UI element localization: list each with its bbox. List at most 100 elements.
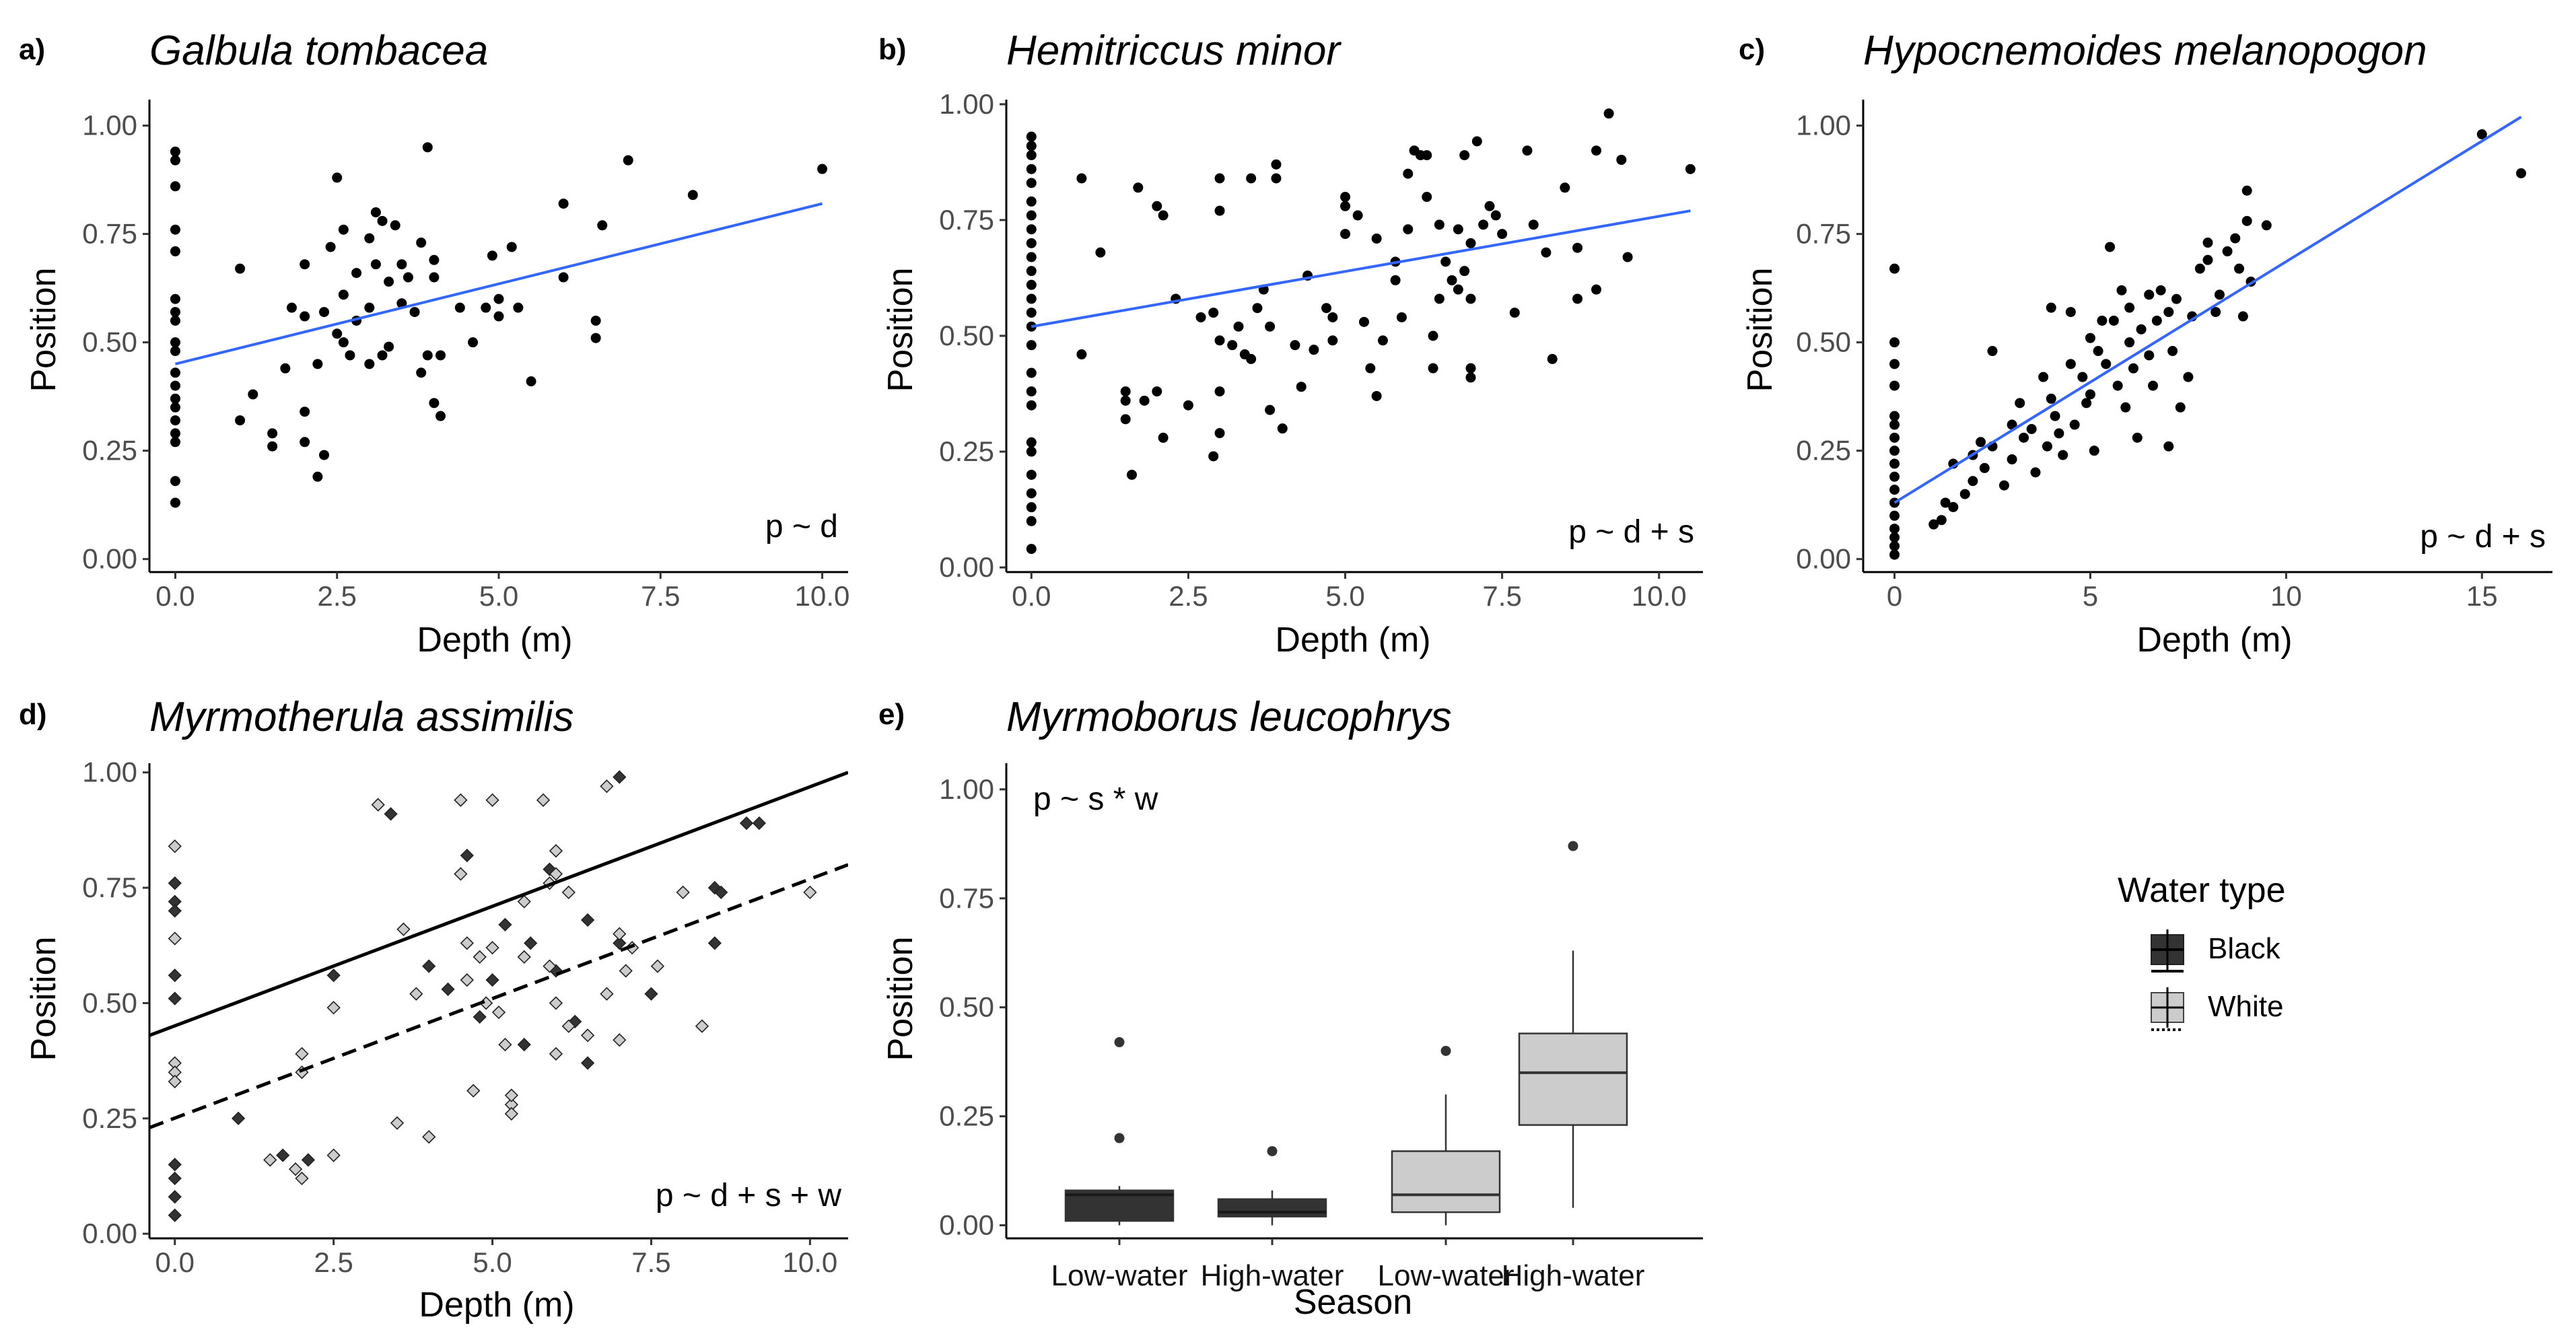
data-point	[1465, 238, 1476, 248]
data-point-black	[168, 1208, 182, 1222]
data-point	[1541, 247, 1552, 258]
panel-c-title: Hypocnemoides melanopogon	[1863, 28, 2427, 74]
panel-a-plot: 0.00 0.25 0.50 0.75 1.00 0.0 2.5 5.0 7.5 10.0	[82, 100, 849, 612]
data-point-white	[460, 973, 474, 987]
data-point	[1214, 205, 1225, 216]
data-point	[300, 437, 310, 448]
data-point	[2046, 302, 2056, 313]
data-point	[1403, 224, 1414, 235]
y-tick-label: 0.75	[939, 204, 994, 236]
data-point-white	[498, 1037, 512, 1052]
data-point	[1246, 173, 1257, 184]
data-point	[1998, 480, 2009, 491]
box-white-high-water	[1518, 841, 1628, 1208]
data-point	[2148, 380, 2159, 391]
data-point	[2116, 285, 2127, 295]
legend: Water type Black White	[2118, 871, 2286, 1031]
data-point	[1422, 150, 1432, 161]
data-point-black	[231, 1111, 246, 1125]
data-point	[1889, 524, 1900, 534]
data-point	[170, 181, 180, 192]
data-point-white	[326, 1001, 341, 1015]
y-tick-label: 0.25	[1796, 435, 1851, 466]
box-outlier	[1568, 841, 1578, 851]
data-point	[286, 302, 297, 313]
data-point	[1158, 432, 1169, 443]
data-point	[1572, 242, 1583, 253]
panel-d-title: Myrmotherula assimilis	[149, 694, 573, 740]
panel-e-title: Myrmoborus leucophrys	[1006, 694, 1452, 740]
data-point	[1889, 510, 1900, 521]
data-point	[280, 363, 291, 374]
data-point	[1889, 411, 1900, 421]
data-point	[1358, 316, 1369, 327]
data-point	[2163, 441, 2174, 452]
data-point	[1265, 404, 1276, 415]
y-tick-label: 0.25	[939, 1100, 994, 1132]
x-tick-label: 2.5	[314, 1246, 353, 1278]
data-point	[2136, 324, 2147, 334]
data-point	[1026, 446, 1037, 457]
data-point	[2077, 372, 2088, 382]
data-point-white	[517, 950, 531, 964]
box-outlier	[1267, 1145, 1278, 1156]
y-tick-label: 0.00	[1796, 543, 1851, 575]
data-point-black	[422, 959, 436, 973]
data-point	[2234, 263, 2245, 274]
y-tick-label: 0.00	[82, 543, 137, 575]
data-point	[364, 302, 375, 313]
data-point	[1120, 395, 1131, 406]
data-point	[1685, 164, 1696, 174]
data-point	[170, 402, 180, 413]
data-point	[1026, 488, 1037, 499]
data-point-white	[549, 867, 563, 881]
box-body	[1391, 1150, 1501, 1213]
y-tick-label: 0.75	[939, 882, 994, 914]
data-point-white	[168, 839, 182, 853]
data-point	[1459, 266, 1470, 277]
data-point	[1265, 321, 1276, 332]
data-point	[332, 328, 343, 339]
data-point	[429, 398, 440, 409]
data-point	[377, 350, 388, 361]
x-tick-label: 5	[2083, 580, 2098, 612]
data-point	[1591, 284, 1601, 295]
x-tick-label: 0.0	[1012, 580, 1051, 612]
data-point	[1246, 353, 1257, 364]
data-point-white	[543, 959, 557, 973]
panel-a-ylabel: Position	[24, 268, 63, 392]
data-point	[1422, 192, 1432, 203]
data-point-white	[371, 798, 385, 812]
data-point-white	[580, 1028, 595, 1043]
data-point	[506, 242, 517, 252]
x-tick-label: 7.5	[641, 580, 680, 612]
data-point-white	[549, 996, 563, 1010]
fit-line-fit	[1893, 116, 2522, 504]
data-point	[1120, 386, 1131, 397]
data-point	[1396, 312, 1407, 322]
data-point	[170, 315, 180, 326]
data-point-black	[714, 885, 728, 900]
data-point	[1889, 380, 1900, 391]
data-point	[1889, 337, 1900, 348]
panel-d-formula: p ~ d + s + w	[656, 1178, 842, 1213]
data-point-black	[613, 936, 627, 950]
panel-b: b) Hemitriccus minor p ~ d + s Depth (m)…	[878, 28, 1694, 660]
data-point	[2163, 307, 2174, 318]
data-point	[422, 350, 433, 361]
data-point	[1214, 335, 1225, 346]
data-point	[2230, 233, 2241, 244]
data-point	[1026, 308, 1037, 318]
data-point-white	[561, 885, 576, 900]
data-point-white	[168, 931, 182, 946]
panel-e-ylabel: Position	[881, 937, 920, 1061]
data-point	[1095, 247, 1106, 258]
data-point	[1321, 303, 1332, 314]
panel-d-plot: 0.00 0.25 0.50 0.75 1.00 0.0 2.5 5.0 7.5 10.0	[82, 756, 848, 1278]
data-point-black	[517, 1037, 531, 1052]
data-point	[267, 428, 278, 439]
data-point	[1026, 400, 1037, 411]
data-point	[170, 293, 180, 304]
data-point-white	[263, 1153, 277, 1167]
panel-c: c) Hypocnemoides melanopogon p ~ d + s D…	[1739, 28, 2546, 660]
